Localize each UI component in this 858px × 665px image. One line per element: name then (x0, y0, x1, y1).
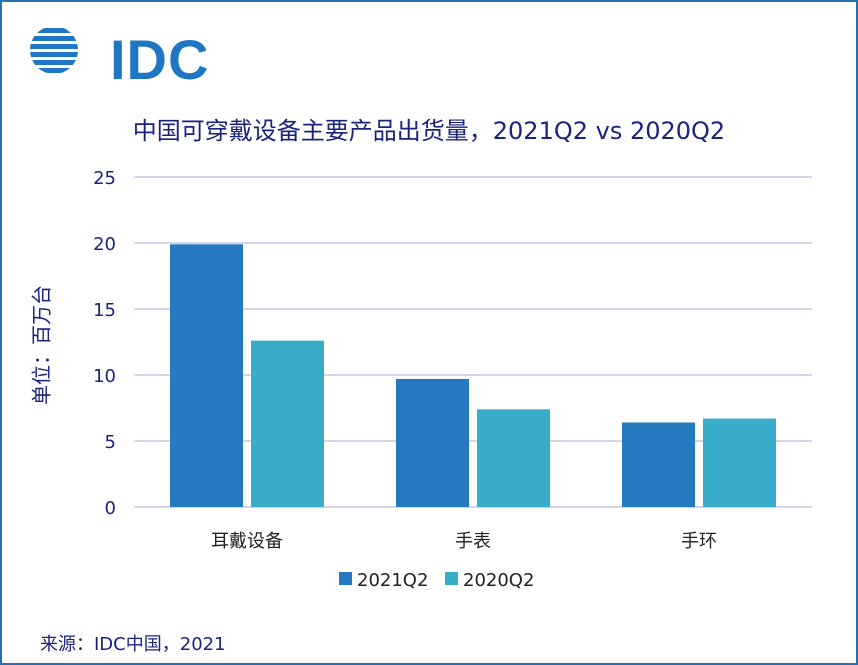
idc-globe-icon (30, 28, 78, 73)
legend-label: 2021Q2 (357, 570, 428, 591)
source-note: 来源：IDC中国，2021 (40, 634, 226, 655)
y-tick-label: 20 (93, 234, 116, 255)
legend-swatch (339, 572, 352, 585)
bar-1 (622, 422, 695, 507)
y-tick-label: 0 (105, 498, 116, 519)
logo-text: IDC (110, 28, 210, 91)
bar-2 (703, 418, 776, 507)
y-tick-label: 5 (105, 432, 116, 453)
x-tick-label: 手环 (681, 531, 717, 552)
bar-1 (170, 244, 243, 507)
x-tick-label: 手表 (455, 531, 491, 552)
legend-label: 2020Q2 (463, 570, 534, 591)
y-tick-label: 15 (93, 300, 116, 321)
bar-2 (251, 340, 324, 507)
bar-2 (477, 409, 550, 507)
chart-title: 中国可穿戴设备主要产品出货量，2021Q2 vs 2020Q2 (132, 117, 726, 145)
y-tick-label: 25 (93, 168, 116, 189)
x-tick-label: 耳戴设备 (211, 531, 283, 552)
y-tick-label: 10 (93, 366, 116, 387)
bar-1 (396, 378, 469, 507)
legend-swatch (445, 572, 458, 585)
